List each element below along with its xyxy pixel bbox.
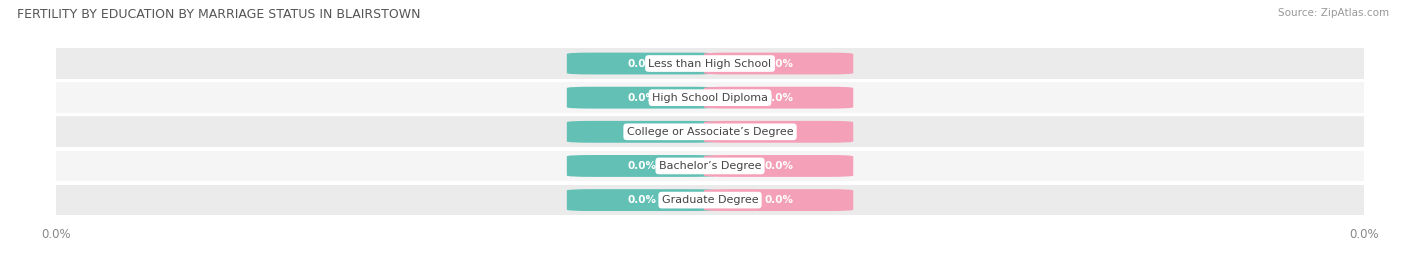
Text: 0.0%: 0.0% <box>627 93 657 103</box>
FancyBboxPatch shape <box>567 155 716 177</box>
Bar <box>56 185 1364 215</box>
Text: College or Associate’s Degree: College or Associate’s Degree <box>627 127 793 137</box>
Text: Less than High School: Less than High School <box>648 59 772 69</box>
FancyBboxPatch shape <box>704 155 853 177</box>
Text: Bachelor’s Degree: Bachelor’s Degree <box>659 161 761 171</box>
Text: 0.0%: 0.0% <box>763 93 793 103</box>
Bar <box>56 151 1364 181</box>
Text: Source: ZipAtlas.com: Source: ZipAtlas.com <box>1278 8 1389 18</box>
Text: 0.0%: 0.0% <box>627 59 657 69</box>
Bar <box>56 116 1364 147</box>
Text: 0.0%: 0.0% <box>763 127 793 137</box>
Text: High School Diploma: High School Diploma <box>652 93 768 103</box>
Bar <box>56 82 1364 113</box>
Text: 0.0%: 0.0% <box>763 59 793 69</box>
Text: 0.0%: 0.0% <box>627 127 657 137</box>
FancyBboxPatch shape <box>704 121 853 143</box>
Text: 0.0%: 0.0% <box>763 161 793 171</box>
FancyBboxPatch shape <box>567 189 716 211</box>
Text: 0.0%: 0.0% <box>627 161 657 171</box>
FancyBboxPatch shape <box>704 87 853 109</box>
FancyBboxPatch shape <box>567 53 716 75</box>
FancyBboxPatch shape <box>567 121 716 143</box>
Bar <box>56 48 1364 79</box>
Text: 0.0%: 0.0% <box>763 195 793 205</box>
Text: Graduate Degree: Graduate Degree <box>662 195 758 205</box>
FancyBboxPatch shape <box>704 189 853 211</box>
FancyBboxPatch shape <box>567 87 716 109</box>
FancyBboxPatch shape <box>704 53 853 75</box>
Text: FERTILITY BY EDUCATION BY MARRIAGE STATUS IN BLAIRSTOWN: FERTILITY BY EDUCATION BY MARRIAGE STATU… <box>17 8 420 21</box>
Text: 0.0%: 0.0% <box>627 195 657 205</box>
